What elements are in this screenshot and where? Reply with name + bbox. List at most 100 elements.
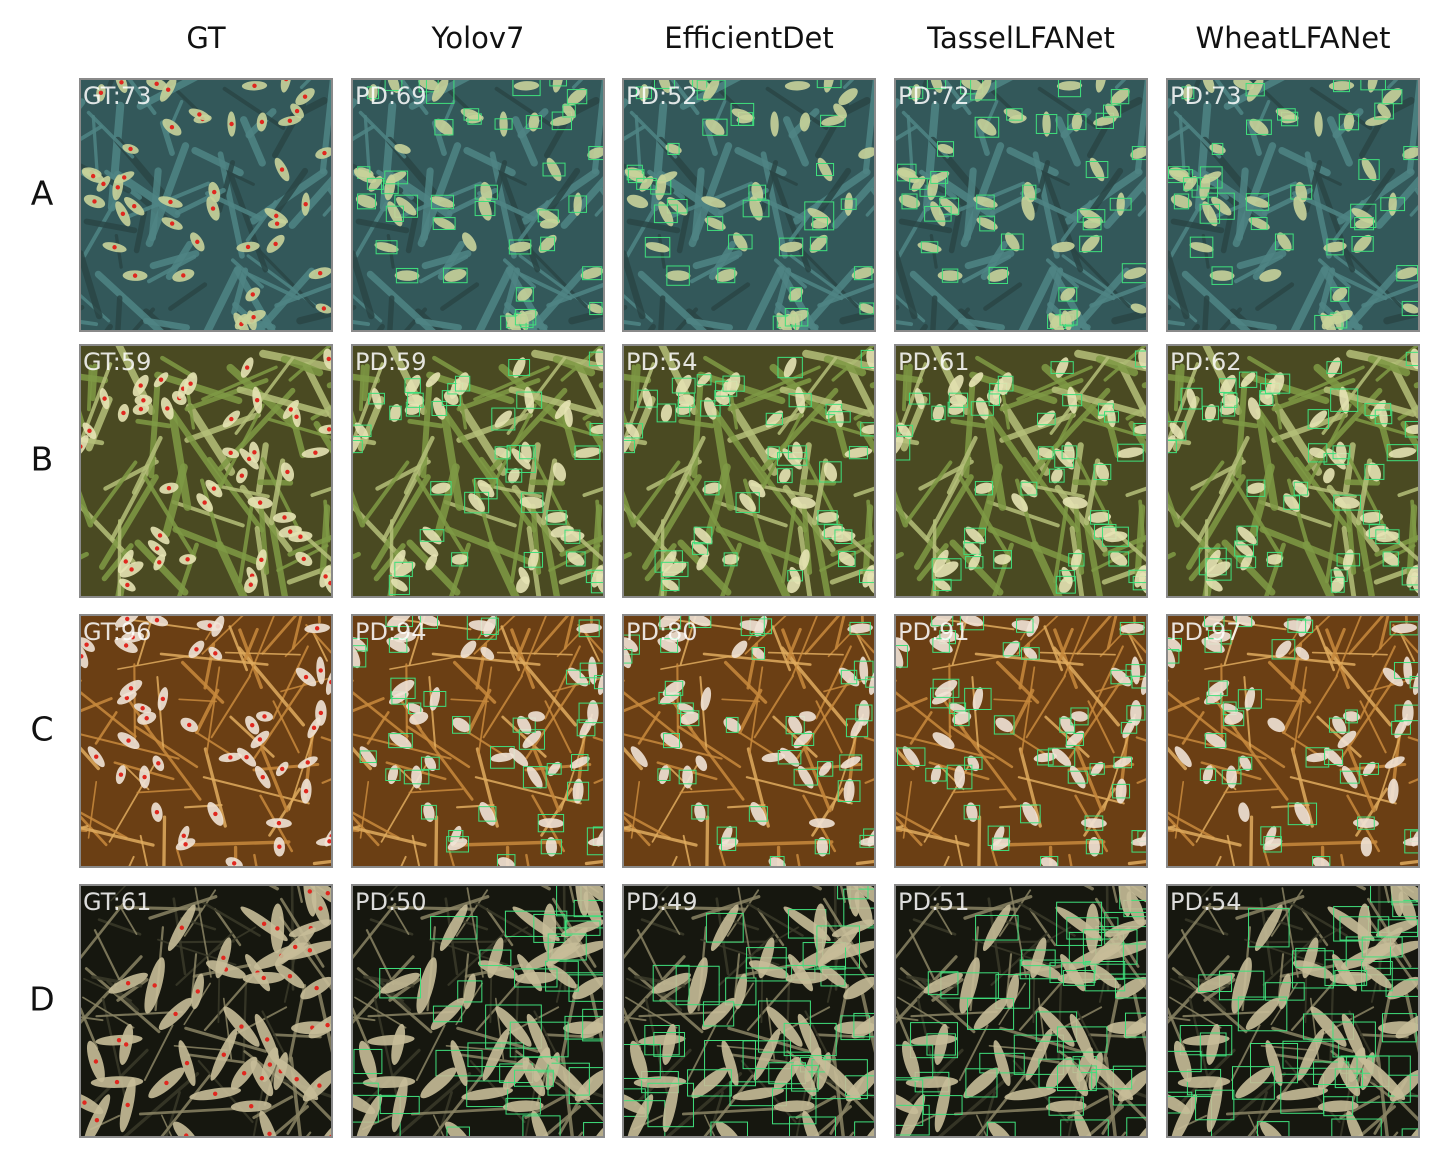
leaf	[352, 902, 397, 961]
wheat-ear	[721, 1040, 739, 1087]
detection-box	[820, 114, 846, 127]
image-cell	[623, 79, 875, 331]
wheat-ear	[1246, 482, 1266, 494]
leaf	[267, 417, 332, 440]
detection-box	[1208, 680, 1228, 697]
leaf	[421, 250, 472, 270]
count-label: PD:97	[1170, 618, 1242, 646]
detection-box	[514, 308, 537, 326]
leaf	[224, 651, 301, 656]
detection-box	[793, 768, 818, 786]
wheat-ear	[823, 462, 838, 482]
wheat-ear	[420, 1067, 457, 1099]
image-cell	[623, 885, 875, 1137]
wheat-ear	[1131, 656, 1141, 685]
leaf	[407, 418, 444, 429]
detection-box	[702, 118, 728, 136]
wheat-ear	[409, 711, 429, 725]
wheat-ear	[1168, 169, 1192, 183]
leaf	[999, 1026, 1083, 1053]
wheat-ear	[1402, 836, 1419, 846]
image-cell	[895, 885, 1147, 1137]
detection-box	[931, 405, 946, 421]
wheat-ear	[1332, 287, 1348, 302]
wheat-ear	[624, 169, 648, 183]
detection-box	[680, 710, 700, 727]
detection-box	[979, 1052, 1025, 1074]
gt-point	[276, 820, 282, 826]
leaf	[684, 473, 740, 560]
wheat-ear	[1310, 1006, 1347, 1047]
wheat-ear	[1369, 399, 1386, 420]
wheat-ear	[1276, 1087, 1329, 1101]
gt-point	[294, 414, 299, 420]
wheat-ear	[1065, 730, 1085, 749]
wheat-ear	[1359, 511, 1384, 523]
wheat-ear	[751, 646, 766, 660]
leaf	[1167, 1007, 1186, 1050]
detection-box	[1065, 732, 1084, 746]
leaf	[909, 270, 980, 331]
column-header: Yolov7	[430, 21, 524, 55]
detection-box	[924, 205, 952, 222]
detection-box	[948, 392, 969, 408]
wheat-ear	[546, 157, 562, 182]
wheat-ear	[1382, 551, 1400, 567]
wheat-ear	[580, 267, 604, 280]
gt-point	[274, 221, 280, 226]
detection-box	[1089, 763, 1105, 775]
leaf	[676, 208, 691, 254]
wheat-ear	[526, 1013, 552, 1066]
detection-box	[537, 813, 565, 833]
detection-box	[748, 184, 767, 200]
gt-point	[92, 199, 97, 204]
detection-box	[853, 1012, 875, 1038]
leaf	[638, 1010, 726, 1018]
detection-box	[1287, 618, 1307, 633]
leaf	[286, 403, 306, 459]
leaf	[354, 996, 407, 1029]
gt-point	[169, 221, 175, 226]
wheat-ear	[815, 511, 840, 523]
gt-point	[317, 1083, 322, 1088]
leaf	[1228, 473, 1284, 560]
wheat-ear	[844, 192, 853, 216]
leaf	[1290, 265, 1329, 331]
leaf	[914, 474, 974, 570]
leaf	[82, 201, 117, 258]
detection-box	[777, 468, 793, 484]
wheat-ear	[391, 1077, 408, 1133]
leaf	[168, 407, 225, 486]
leaf	[958, 317, 1005, 331]
leaf	[1355, 787, 1388, 837]
detection-box	[964, 527, 986, 544]
wheat-ear	[660, 403, 673, 422]
count-label: PD:73	[1170, 82, 1242, 110]
leaf	[420, 895, 490, 920]
gt-point	[221, 1052, 227, 1057]
wheat-ear	[790, 496, 816, 509]
detection-box	[791, 1064, 819, 1092]
gt-point	[157, 560, 162, 565]
wheat-ear	[1020, 960, 1061, 979]
detection-box	[660, 638, 679, 653]
wheat-ear	[431, 79, 449, 102]
detection-box	[505, 468, 523, 483]
detection-box	[840, 669, 858, 685]
leaf	[410, 1107, 508, 1116]
leaf	[658, 295, 666, 331]
detection-box	[1393, 662, 1419, 679]
detection-box	[1037, 749, 1054, 766]
leaf	[121, 1072, 200, 1137]
leaf	[115, 905, 203, 911]
leaf	[143, 1024, 174, 1081]
leaf	[984, 415, 1007, 511]
wheat-ear	[575, 885, 589, 917]
wheat-ear	[528, 711, 545, 722]
detection-box	[789, 287, 802, 302]
leaf	[517, 200, 550, 243]
leaf	[558, 403, 578, 459]
leaf	[80, 488, 94, 528]
detection-box	[446, 836, 470, 853]
wheat-ear	[352, 1091, 376, 1115]
